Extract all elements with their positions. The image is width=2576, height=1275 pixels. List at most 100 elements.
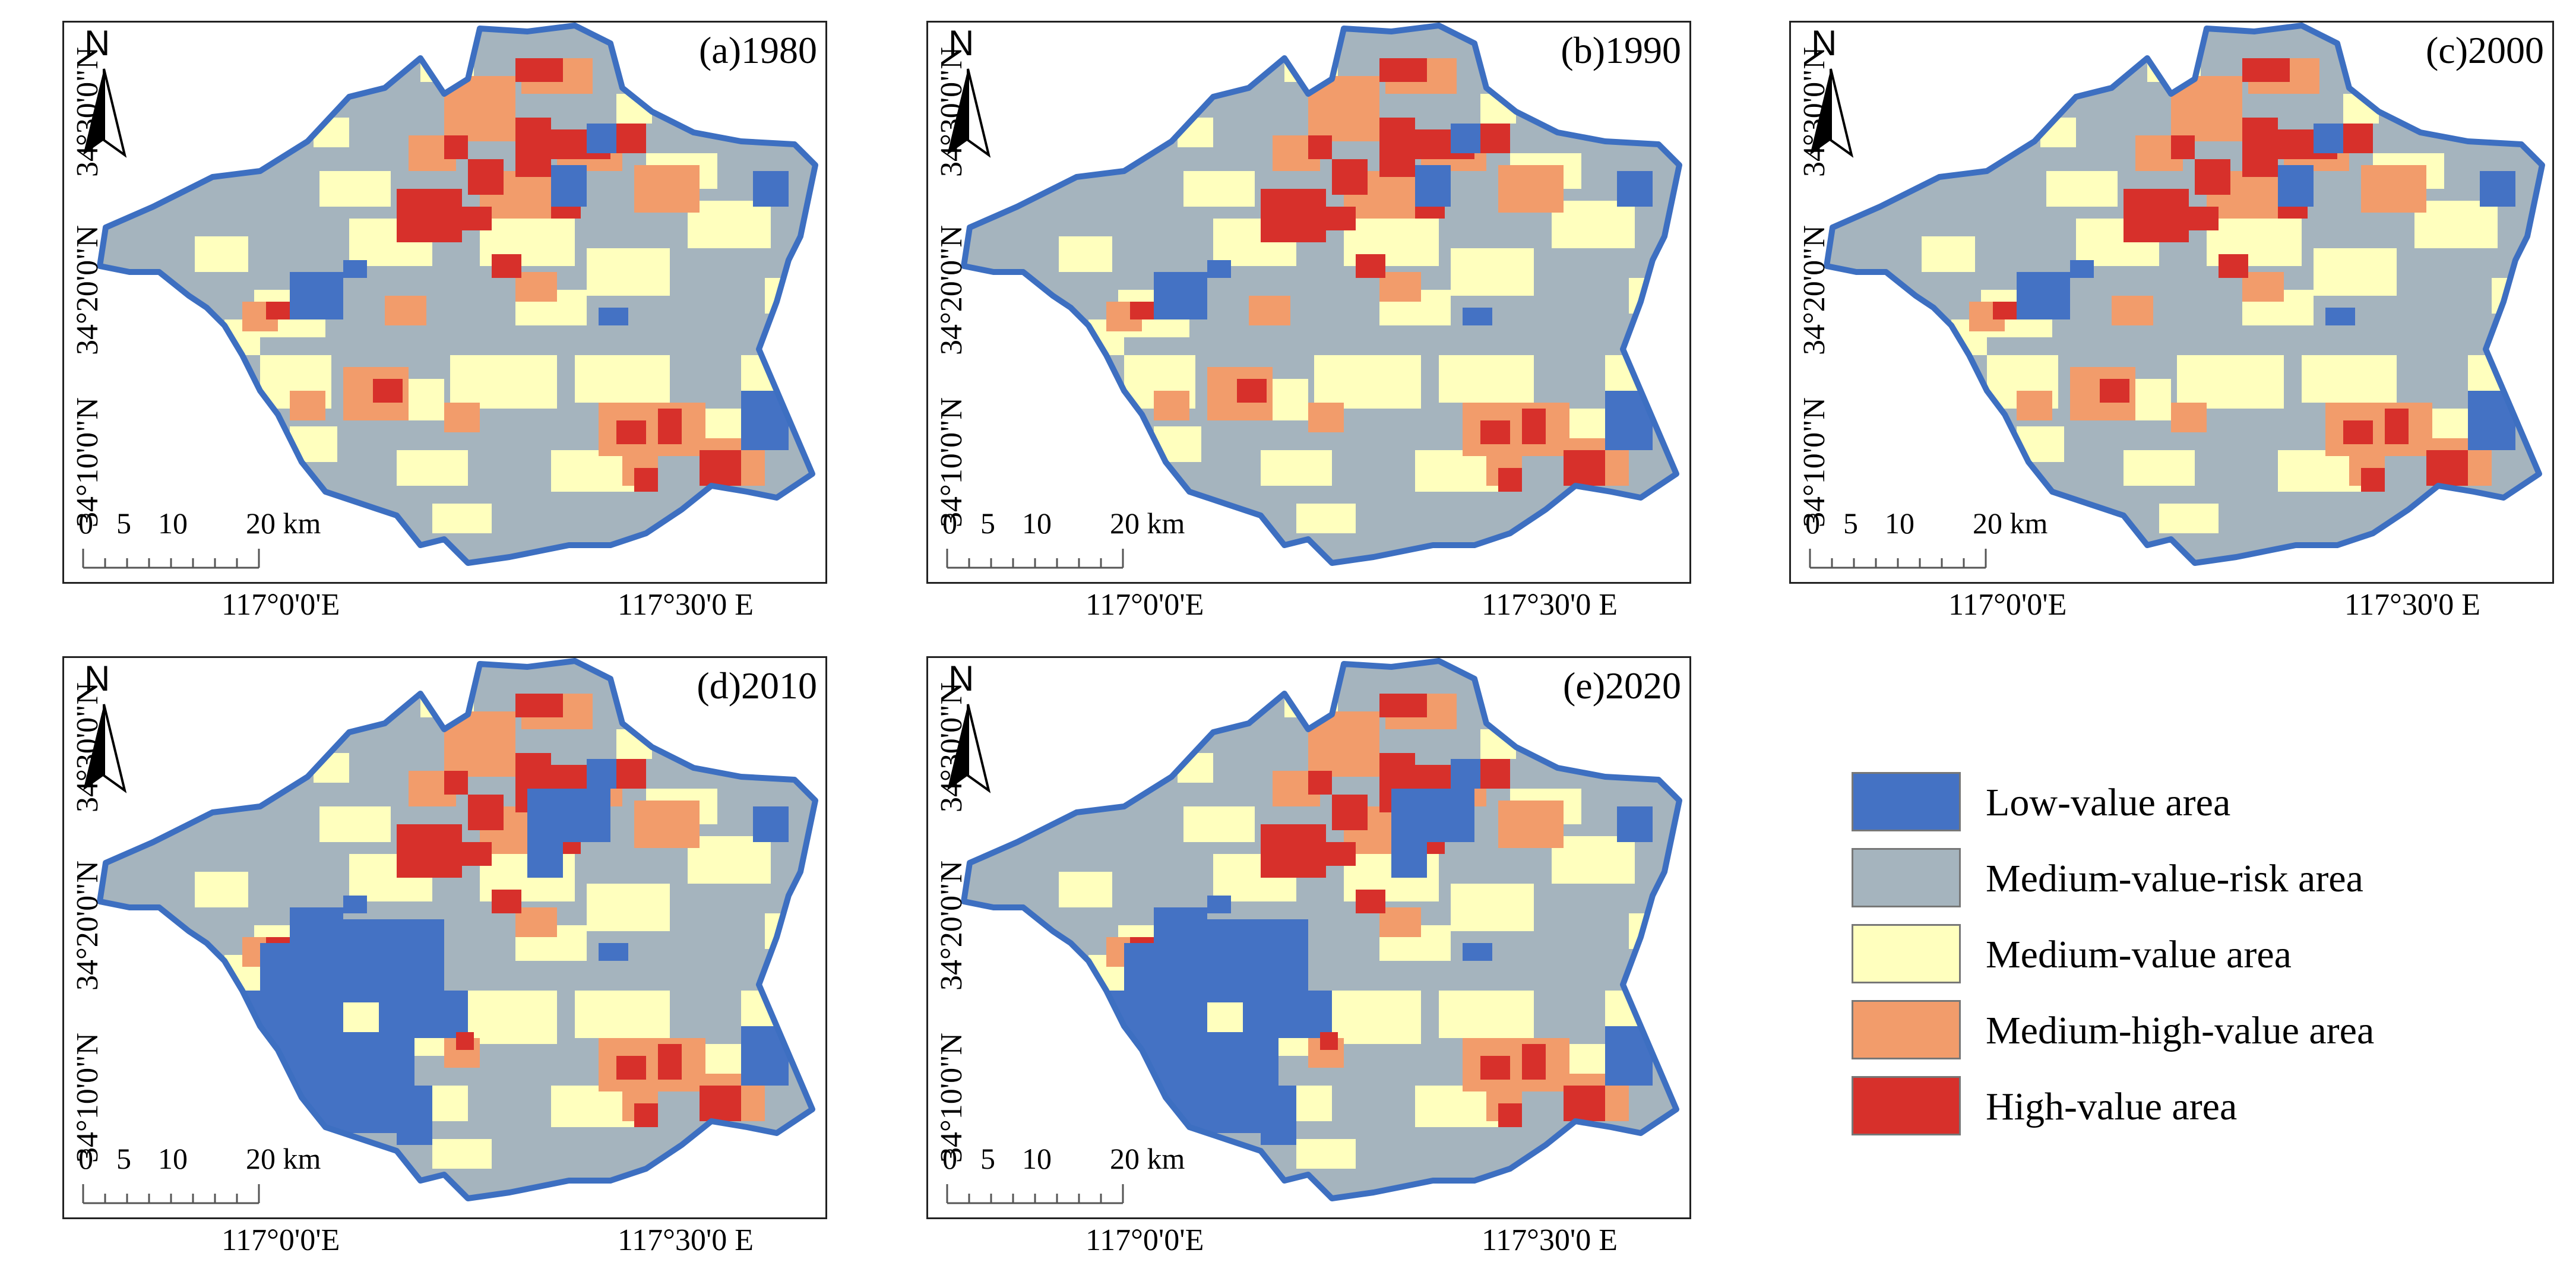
latitude-label: 34°30'0"N xyxy=(71,682,105,812)
panel-title: (b)1990 xyxy=(1561,29,1681,71)
study-area-map xyxy=(961,658,1682,1201)
zone-patch xyxy=(2426,450,2468,486)
zone-patch xyxy=(1154,391,1189,420)
longitude-label: 117°30'0 E xyxy=(618,1223,754,1257)
latitude-label: 34°20'0"N xyxy=(935,860,969,991)
zone-patch xyxy=(456,1032,474,1050)
zone-patch xyxy=(2195,159,2230,195)
zone-patch xyxy=(397,450,468,486)
scale-tick-label: 0 xyxy=(942,1142,957,1175)
legend-item-medium-high: Medium-high-value area xyxy=(1852,1000,2534,1062)
zone-patch xyxy=(397,991,468,1038)
zone-patch xyxy=(1320,842,1356,866)
longitude-label: 117°30'0 E xyxy=(1482,588,1618,622)
zone-patch xyxy=(2361,165,2426,213)
zone-patch xyxy=(1480,1056,1510,1080)
zone-patch xyxy=(634,1103,658,1127)
map-panel-b: (b)1990 N 34°30'0"N 34°20'0"N 34°10'0"N 0 5 10 2… xyxy=(926,21,1691,584)
scale-bar xyxy=(1809,549,1987,569)
zone-patch xyxy=(1314,355,1421,409)
latitude-label: 34°30'0"N xyxy=(935,682,969,812)
zone-patch xyxy=(1094,438,1130,468)
zone-patch xyxy=(1261,824,1326,878)
zone-patch xyxy=(688,201,771,248)
zone-patch xyxy=(468,159,504,195)
zone-patch xyxy=(1059,236,1112,272)
zone-patch xyxy=(1415,450,1498,492)
legend-item-medium-risk: Medium-value-risk area xyxy=(1852,848,2534,910)
scale-tick-label: 20 km xyxy=(1110,507,1185,540)
zone-patch xyxy=(1261,450,1332,486)
zone-patch xyxy=(1379,118,1415,177)
zone-patch xyxy=(587,884,670,931)
scale-bar-labels: 0 5 10 20 km xyxy=(938,505,1211,540)
zone-patch xyxy=(2100,379,2129,403)
zone-patch xyxy=(1498,801,1564,848)
zone-patch xyxy=(587,124,616,153)
legend-swatch xyxy=(1852,772,1961,831)
legend-swatch xyxy=(1852,924,1961,983)
zone-patch xyxy=(2171,135,2195,159)
zone-patch xyxy=(515,907,557,937)
zone-patch xyxy=(1898,331,1933,361)
zone-patch xyxy=(343,896,367,913)
scale-tick-label: 0 xyxy=(1805,507,1820,540)
north-arrow-icon xyxy=(947,68,991,158)
scale-tick-label: 5 xyxy=(980,1142,995,1175)
zone-patch xyxy=(2219,254,2248,278)
legend-swatch xyxy=(1852,848,1961,907)
zone-patch xyxy=(373,379,403,403)
zone-patch xyxy=(599,308,628,325)
study-area-map xyxy=(1824,23,2545,566)
zone-patch xyxy=(527,842,563,878)
zone-patch xyxy=(2314,124,2343,153)
zone-patch xyxy=(1379,694,1427,717)
zone-patch xyxy=(587,248,670,296)
zone-patch xyxy=(325,919,444,991)
zone-patch xyxy=(1993,302,2017,319)
zone-patch xyxy=(2183,207,2219,230)
zone-patch xyxy=(658,1044,682,1080)
zone-patch xyxy=(290,391,325,420)
zone-patch xyxy=(492,254,521,278)
scale-tick-label: 10 xyxy=(158,507,188,540)
latitude-label: 34°20'0"N xyxy=(935,225,969,355)
north-label: N xyxy=(948,659,974,698)
zone-patch xyxy=(2242,118,2278,177)
scale-bar-labels: 0 5 10 20 km xyxy=(938,1140,1211,1176)
study-area-boundary xyxy=(97,23,818,566)
zone-patch xyxy=(1439,991,1534,1038)
study-area-boundary xyxy=(961,658,1682,1201)
zone-patch xyxy=(1189,919,1308,991)
zone-patch xyxy=(551,1086,634,1127)
scale-bar xyxy=(946,549,1124,569)
zone-patch xyxy=(1463,1038,1569,1091)
zone-patch xyxy=(1617,171,1653,207)
zone-patch xyxy=(2302,355,2397,403)
longitude-label: 117°0'0'E xyxy=(1086,588,1204,622)
zone-patch xyxy=(171,331,207,361)
zone-patch xyxy=(1498,468,1522,492)
north-arrow-icon xyxy=(1810,68,1854,158)
zone-patch xyxy=(515,118,551,177)
zone-patch xyxy=(2242,272,2284,302)
latitude-label: 34°30'0"N xyxy=(1797,47,1831,177)
zone-layer xyxy=(964,26,1679,563)
legend-swatch xyxy=(1852,1000,1961,1059)
panel-title: (d)2010 xyxy=(697,665,817,707)
zone-patch xyxy=(1451,884,1534,931)
map-panel-e: (e)2020 N 34°30'0"N 34°20'0"N 34°10'0"N 0 5 10 2… xyxy=(926,656,1691,1219)
zone-layer xyxy=(100,26,815,563)
zone-patch xyxy=(1564,1086,1605,1121)
scale-bar xyxy=(82,549,260,569)
zone-patch xyxy=(2046,171,2118,207)
scale-tick-label: 0 xyxy=(78,1142,93,1175)
zone-patch xyxy=(1035,331,1071,361)
map-panel-c: (c)2000 N 34°30'0"N 34°20'0"N 34°10'0"N 0 5 10 2… xyxy=(1789,21,2554,584)
zone-patch xyxy=(343,260,367,278)
zone-patch xyxy=(1463,943,1492,961)
zone-patch xyxy=(1261,1086,1296,1145)
zone-patch xyxy=(765,278,806,314)
north-arrow-icon xyxy=(83,68,127,158)
zone-patch xyxy=(1522,409,1546,444)
